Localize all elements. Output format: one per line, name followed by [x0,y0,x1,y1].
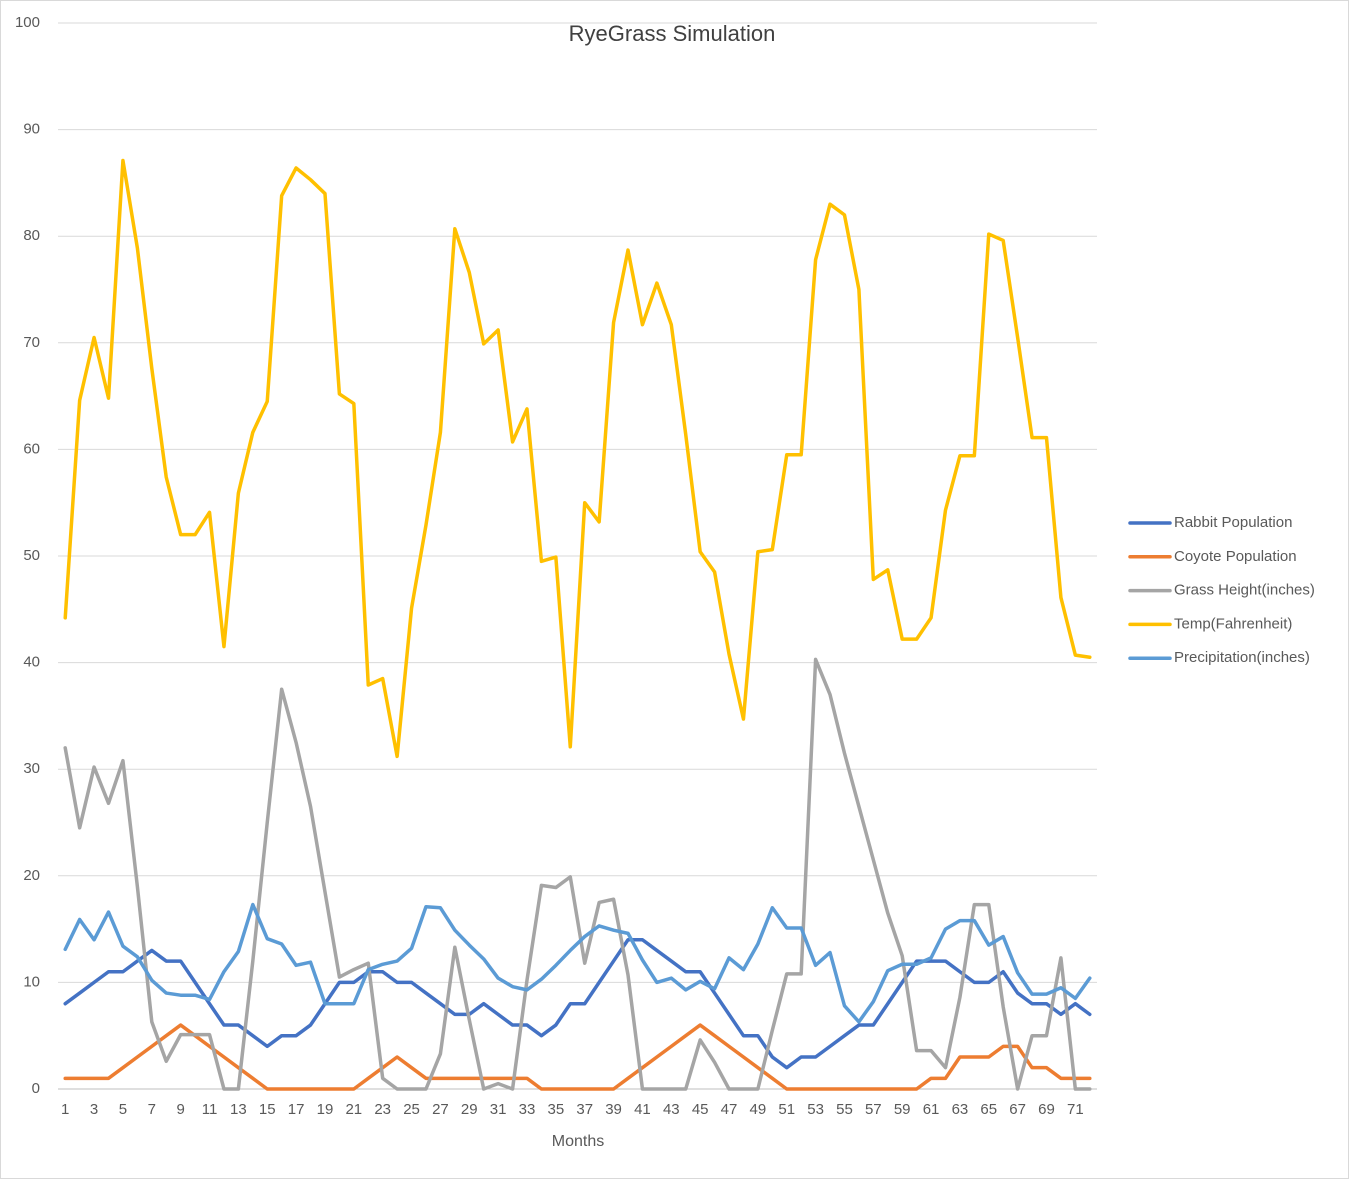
x-tick-label: 5 [119,1101,127,1118]
legend-label: Rabbit Population [1174,514,1292,531]
legend-label: Temp(Fahrenheit) [1174,615,1292,632]
x-tick-label: 27 [432,1101,449,1118]
x-tick-label: 61 [923,1101,940,1118]
y-tick-label: 30 [23,760,40,777]
series-line [63,902,1092,1024]
x-tick-label: 3 [90,1101,98,1118]
x-tick-label: 11 [202,1101,218,1118]
y-tick-label: 60 [23,440,40,457]
y-tick-label: 0 [32,1080,40,1097]
x-tick-label: 71 [1067,1101,1084,1118]
x-tick-label: 43 [663,1101,680,1118]
x-tick-label: 69 [1038,1101,1055,1118]
x-tick-label: 49 [750,1101,767,1118]
x-tick-label: 47 [721,1101,738,1118]
y-tick-label: 40 [23,654,40,671]
x-tick-label: 57 [865,1101,882,1118]
y-tick-label: 20 [23,867,40,884]
x-tick-label: 67 [1009,1101,1026,1118]
series-line [63,1023,1092,1091]
y-tick-label: 90 [23,121,40,138]
x-tick-label: 31 [490,1101,507,1118]
x-tick-label: 13 [230,1101,247,1118]
x-tick-label: 9 [176,1101,184,1118]
y-tick-label: 70 [23,334,40,351]
x-tick-label: 23 [374,1101,391,1118]
series-line [63,158,1092,759]
x-tick-label: 37 [576,1101,593,1118]
x-tick-label: 59 [894,1101,911,1118]
x-tick-label: 21 [345,1101,362,1118]
x-tick-label: 39 [605,1101,622,1118]
x-tick-label: 17 [288,1101,305,1118]
x-tick-label: 53 [807,1101,824,1118]
x-tick-label: 7 [148,1101,156,1118]
legend-label: Coyote Population [1174,548,1297,565]
x-tick-label: 65 [980,1101,997,1118]
x-tick-label: 19 [317,1101,334,1118]
y-tick-label: 10 [23,973,40,990]
series-line [63,938,1092,1070]
y-tick-label: 50 [23,547,40,564]
x-tick-label: 29 [461,1101,478,1118]
x-tick-label: 1 [61,1101,69,1118]
y-tick-label: 100 [15,14,40,31]
x-tick-label: 45 [692,1101,709,1118]
x-tick-label: 25 [403,1101,420,1118]
legend-label: Precipitation(inches) [1174,649,1310,666]
x-tick-label: 41 [634,1101,651,1118]
series-line [63,657,1092,1091]
x-axis-title: Months [552,1133,604,1150]
x-tick-label: 15 [259,1101,276,1118]
x-tick-label: 33 [519,1101,536,1118]
y-tick-label: 80 [23,227,40,244]
x-tick-label: 35 [548,1101,565,1118]
legend-label: Grass Height(inches) [1174,582,1315,599]
x-tick-label: 63 [952,1101,969,1118]
x-tick-label: 51 [778,1101,795,1118]
x-tick-label: 55 [836,1101,853,1118]
chart-title: RyeGrass Simulation [569,21,776,46]
